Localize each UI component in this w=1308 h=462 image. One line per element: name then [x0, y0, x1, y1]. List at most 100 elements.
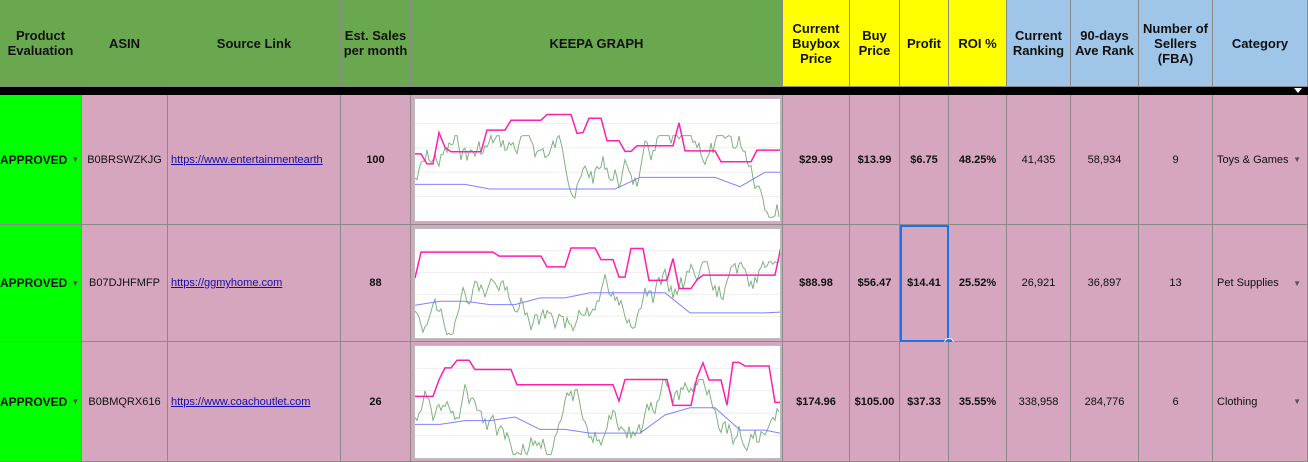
sellers-cell[interactable]: 9 — [1139, 95, 1213, 225]
roi-value: 48.25% — [958, 153, 997, 166]
keepa-graph-cell[interactable] — [411, 342, 783, 462]
est-sales-cell[interactable]: 100 — [341, 95, 411, 225]
header-buy-price[interactable]: Buy Price — [850, 0, 900, 87]
header-current-buybox[interactable]: Current Buybox Price — [783, 0, 850, 87]
est-sales-value: 26 — [369, 395, 382, 408]
profit-cell[interactable]: $37.33 — [900, 342, 949, 462]
profit-cell[interactable]: $6.75 — [900, 95, 949, 225]
header-est-sales[interactable]: Est. Sales per month — [341, 0, 411, 87]
keepa-graph-image — [414, 228, 781, 339]
header-label: ROI % — [958, 35, 997, 51]
keepa-graph-cell[interactable] — [411, 225, 783, 342]
category-dropdown[interactable]: Toys & Games ▼ — [1213, 95, 1308, 225]
header-number-of-sellers[interactable]: Number of Sellers (FBA) — [1139, 0, 1213, 87]
category-dropdown[interactable]: Pet Supplies ▼ — [1213, 225, 1308, 342]
header-label: Current Ranking — [1012, 28, 1065, 58]
header-label: Number of Sellers (FBA) — [1143, 20, 1208, 66]
roi-cell[interactable]: 25.52% — [949, 225, 1007, 342]
header-label: Buy Price — [858, 28, 891, 58]
dropdown-arrow-icon[interactable]: ▼ — [71, 397, 80, 406]
header-source-link[interactable]: Source Link — [168, 0, 341, 87]
header-asin[interactable]: ASIN — [82, 0, 168, 87]
buy-price-cell[interactable]: $56.47 — [850, 225, 900, 342]
current-ranking-cell[interactable]: 338,958 — [1007, 342, 1071, 462]
asin-value: B07DJHFMFP — [89, 277, 160, 289]
dropdown-arrow-icon[interactable]: ▼ — [1293, 155, 1301, 164]
roi-cell[interactable]: 35.55% — [949, 342, 1007, 462]
header-profit[interactable]: Profit — [900, 0, 949, 87]
filter-band — [0, 87, 1308, 95]
header-product-evaluation[interactable]: Product Evaluation — [0, 0, 82, 87]
sellers-cell[interactable]: 13 — [1139, 225, 1213, 342]
header-90-days-ave-rank[interactable]: 90-days Ave Rank — [1071, 0, 1139, 87]
keepa-graph-svg — [415, 359, 780, 456]
keepa-graph-cell[interactable] — [411, 95, 783, 225]
keepa-graph-svg — [415, 247, 780, 336]
keepa-amazon-price-line — [415, 113, 780, 165]
evaluation-value: APPROVED — [0, 394, 68, 409]
filter-dropdown-icon[interactable] — [1294, 88, 1302, 93]
evaluation-dropdown[interactable]: APPROVED ▼ — [0, 225, 82, 342]
ave-rank-cell[interactable]: 284,776 — [1071, 342, 1139, 462]
ave-rank-value: 36,897 — [1087, 277, 1122, 289]
asin-cell[interactable]: B0BRSWZKJG — [82, 95, 168, 225]
source-link-cell[interactable]: https://www.coachoutlet.com — [168, 342, 341, 462]
header-category[interactable]: Category — [1213, 0, 1308, 87]
buy-price-cell[interactable]: $13.99 — [850, 95, 900, 225]
buy-price-value: $105.00 — [854, 395, 895, 408]
profit-value: $6.75 — [910, 153, 938, 166]
source-link[interactable]: https://www.coachoutlet.com — [171, 395, 311, 408]
current-ranking-value: 338,958 — [1018, 395, 1059, 408]
buybox-price-value: $29.99 — [799, 153, 833, 166]
category-value: Clothing — [1217, 395, 1258, 408]
header-label: Source Link — [216, 35, 292, 51]
sellers-value: 9 — [1172, 153, 1179, 166]
header-roi[interactable]: ROI % — [949, 0, 1007, 87]
source-link-cell[interactable]: https://www.entertainmentearth — [168, 95, 341, 225]
sellers-cell[interactable]: 6 — [1139, 342, 1213, 462]
evaluation-dropdown[interactable]: APPROVED ▼ — [0, 342, 82, 462]
roi-cell[interactable]: 48.25% — [949, 95, 1007, 225]
dropdown-arrow-icon[interactable]: ▼ — [1293, 278, 1301, 288]
source-link[interactable]: https://ggmyhome.com — [171, 277, 283, 289]
buybox-price-value: $88.98 — [799, 277, 833, 289]
header-label: ASIN — [108, 35, 141, 51]
est-sales-value: 88 — [369, 277, 382, 289]
buy-price-value: $56.47 — [857, 277, 892, 289]
asin-cell[interactable]: B07DJHFMFP — [82, 225, 168, 342]
ave-rank-cell[interactable]: 58,934 — [1071, 95, 1139, 225]
header-label: Product Evaluation — [7, 28, 74, 58]
current-ranking-cell[interactable]: 41,435 — [1007, 95, 1071, 225]
dropdown-arrow-icon[interactable]: ▼ — [71, 155, 80, 164]
buybox-price-cell[interactable]: $29.99 — [783, 95, 850, 225]
header-keepa-graph[interactable]: KEEPA GRAPH — [411, 0, 783, 87]
buybox-price-value: $174.96 — [796, 395, 836, 408]
buy-price-cell[interactable]: $105.00 — [850, 342, 900, 462]
current-ranking-cell[interactable]: 26,921 — [1007, 225, 1071, 342]
profit-cell-selected[interactable]: $14.41 — [900, 225, 949, 342]
dropdown-arrow-icon[interactable]: ▼ — [1293, 397, 1301, 406]
ave-rank-value: 284,776 — [1084, 395, 1125, 408]
profit-value: $37.33 — [907, 395, 941, 408]
evaluation-value: APPROVED — [0, 276, 68, 290]
est-sales-cell[interactable]: 26 — [341, 342, 411, 462]
header-current-ranking[interactable]: Current Ranking — [1007, 0, 1071, 87]
ave-rank-cell[interactable]: 36,897 — [1071, 225, 1139, 342]
buy-price-value: $13.99 — [857, 153, 892, 166]
keepa-buybox-line — [415, 171, 780, 190]
source-link[interactable]: https://www.entertainmentearth — [171, 153, 323, 166]
sellers-value: 6 — [1172, 395, 1179, 408]
header-label: 90-days Ave Rank — [1075, 28, 1134, 58]
asin-cell[interactable]: B0BMQRX616 — [82, 342, 168, 462]
evaluation-dropdown[interactable]: APPROVED ▼ — [0, 95, 82, 225]
source-link-cell[interactable]: https://ggmyhome.com — [168, 225, 341, 342]
dropdown-arrow-icon[interactable]: ▼ — [71, 278, 80, 288]
buybox-price-cell[interactable]: $174.96 — [783, 342, 850, 462]
keepa-sales-rank-line — [415, 133, 780, 218]
est-sales-cell[interactable]: 88 — [341, 225, 411, 342]
ave-rank-value: 58,934 — [1087, 153, 1122, 166]
buybox-price-cell[interactable]: $88.98 — [783, 225, 850, 342]
keepa-amazon-price-line — [415, 359, 780, 407]
category-dropdown[interactable]: Clothing ▼ — [1213, 342, 1308, 462]
keepa-buybox-line — [415, 407, 780, 434]
